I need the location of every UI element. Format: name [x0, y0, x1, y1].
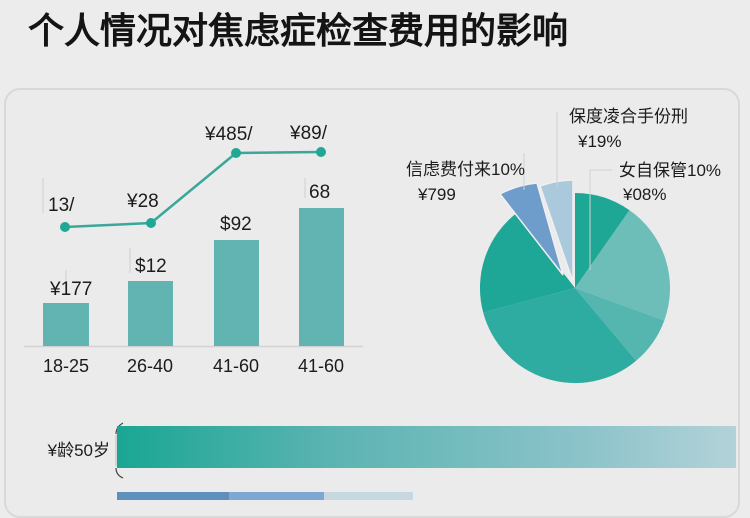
- line-point: [316, 147, 326, 157]
- pie-label-value: ¥799: [417, 185, 456, 204]
- line-point: [231, 148, 241, 158]
- bar-label: $12: [135, 256, 167, 277]
- pie-slice: [483, 288, 637, 384]
- x-tick-label: 41-60: [298, 356, 344, 376]
- hbar-segment: [117, 492, 229, 500]
- pie-label-value: ¥08%: [622, 185, 666, 204]
- x-tick-label: 26-40: [127, 356, 173, 376]
- pie-slice: [575, 193, 630, 288]
- pie-label-name: 女自保管10%: [619, 161, 721, 180]
- line-label: ¥28: [126, 191, 159, 212]
- charts-canvas: 13/ ¥28 ¥485/ ¥89/ ¥177 $12 $92 68 18-25…: [24, 107, 736, 500]
- line-point: [60, 222, 70, 232]
- horizontal-bar-chart: ¥龄50岁: [47, 422, 736, 500]
- bar-41-60-b: [299, 208, 344, 346]
- bar-label: ¥177: [49, 279, 92, 300]
- line-point: [146, 218, 156, 228]
- pie-slice: [479, 213, 575, 313]
- line-label: ¥89/: [289, 123, 328, 144]
- pie-label-value: ¥19%: [577, 132, 621, 151]
- hbar-bar: [117, 426, 736, 468]
- pie-slice: [575, 288, 665, 361]
- pie-slice: [575, 210, 671, 321]
- bar-18-25: [43, 303, 89, 346]
- hbar-label: ¥龄50岁: [47, 441, 110, 460]
- pie-chart: 保度凌合手份刑 ¥19% 信虑费付来10% ¥799 女自保管10% ¥08%: [406, 107, 721, 384]
- line-series: [64, 150, 322, 229]
- bar-41-60-a: [214, 240, 259, 346]
- x-tick-label: 18-25: [43, 356, 89, 376]
- pie-slice-exploded: [539, 179, 574, 283]
- bar-line-chart: 13/ ¥28 ¥485/ ¥89/ ¥177 $12 $92 68 18-25…: [24, 123, 363, 376]
- hbar-segment: [324, 492, 413, 500]
- pie-label-name: 信虑费付来10%: [406, 160, 525, 179]
- bar-26-40: [128, 281, 173, 346]
- x-tick-label: 41-60: [213, 356, 259, 376]
- line-label: 13/: [48, 195, 75, 216]
- line-label: ¥485/: [204, 124, 253, 145]
- hbar-segment: [229, 492, 324, 500]
- page-title: 个人情况对焦虑症检查费用的影响: [28, 11, 569, 52]
- pie-label-name: 保度凌合手份刑: [569, 107, 688, 126]
- bar-label: $92: [220, 214, 252, 235]
- bar-label: 68: [309, 182, 330, 203]
- pie-slice-exploded: [498, 182, 564, 276]
